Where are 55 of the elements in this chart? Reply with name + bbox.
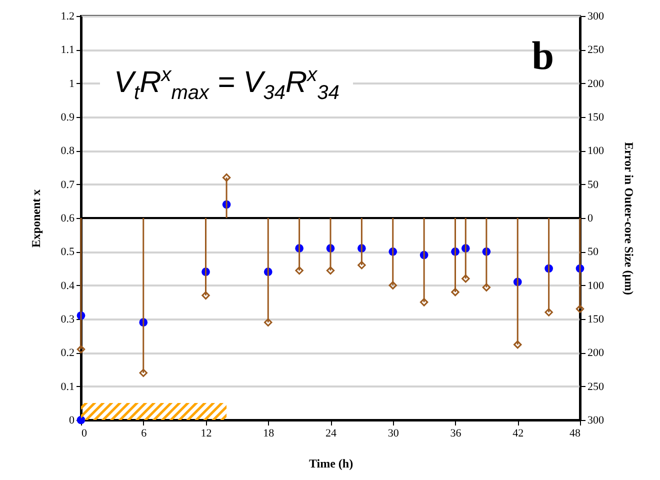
x-axis-title: Time (h): [308, 456, 354, 470]
y-tick-label: 0.2: [60, 347, 74, 360]
point: [576, 304, 584, 314]
point: [326, 266, 335, 275]
point: [514, 340, 522, 349]
point: [388, 281, 397, 290]
y-tick-label: 0.4: [60, 280, 75, 292]
y2-axis-title: Error in Outer-core Size (μm): [622, 142, 636, 295]
x-tick-label: 18: [263, 428, 275, 440]
point: [264, 318, 272, 326]
y2-tick-label: 200: [588, 78, 604, 90]
point: [139, 368, 148, 377]
y2-tick-label: 50: [588, 246, 599, 258]
point: [420, 298, 428, 306]
y2-tick-label: 150: [588, 314, 604, 326]
y-tick-label: 0.8: [60, 145, 75, 158]
y2-tick-label: 50: [588, 178, 599, 191]
y2-tick-label: 0: [588, 212, 594, 224]
point: [358, 261, 366, 270]
y2-tick-label: 300: [588, 414, 604, 426]
y-axis-title: Exponent x: [28, 189, 43, 248]
y-tick-label: 1.1: [60, 44, 74, 56]
y-tick-label: 1: [69, 78, 74, 90]
point: [222, 173, 231, 182]
y2-tick-label: 100: [588, 145, 604, 158]
y2-tick-label: 300: [588, 10, 604, 22]
x-tick-label: 0: [82, 428, 88, 440]
y-tick-label: 0.7: [60, 178, 75, 191]
y2-tick-label: 150: [588, 112, 604, 124]
x-tick-label: 6: [141, 428, 148, 440]
point: [482, 283, 491, 292]
x-tick-label: 24: [326, 428, 337, 440]
x-tick-label: 48: [570, 428, 581, 440]
y-tick-label: 0.5: [60, 246, 75, 258]
annotation: b: [532, 32, 554, 79]
point: [76, 345, 86, 354]
x-tick-label: 36: [450, 428, 462, 440]
y2-tick-label: 250: [588, 44, 604, 56]
y2-tick-label: 100: [588, 280, 604, 292]
point: [544, 308, 553, 316]
point: [462, 274, 470, 283]
point: [451, 288, 460, 296]
x-tick-label: 12: [200, 428, 212, 440]
y2-tick-label: 200: [588, 347, 604, 360]
point: [295, 266, 304, 275]
y-tick-label: 0.1: [60, 380, 74, 393]
y-tick-label: 0.6: [60, 212, 75, 224]
y2-tick-label: 250: [588, 380, 604, 393]
y-tick-label: 0.3: [60, 314, 75, 326]
y-tick-label: 1.2: [60, 10, 74, 22]
y-tick-label: 0: [69, 414, 75, 426]
x-tick-label: 30: [388, 428, 400, 440]
point: [202, 291, 210, 300]
y-tick-label: 0.9: [60, 112, 75, 124]
x-tick-label: 42: [512, 428, 524, 440]
